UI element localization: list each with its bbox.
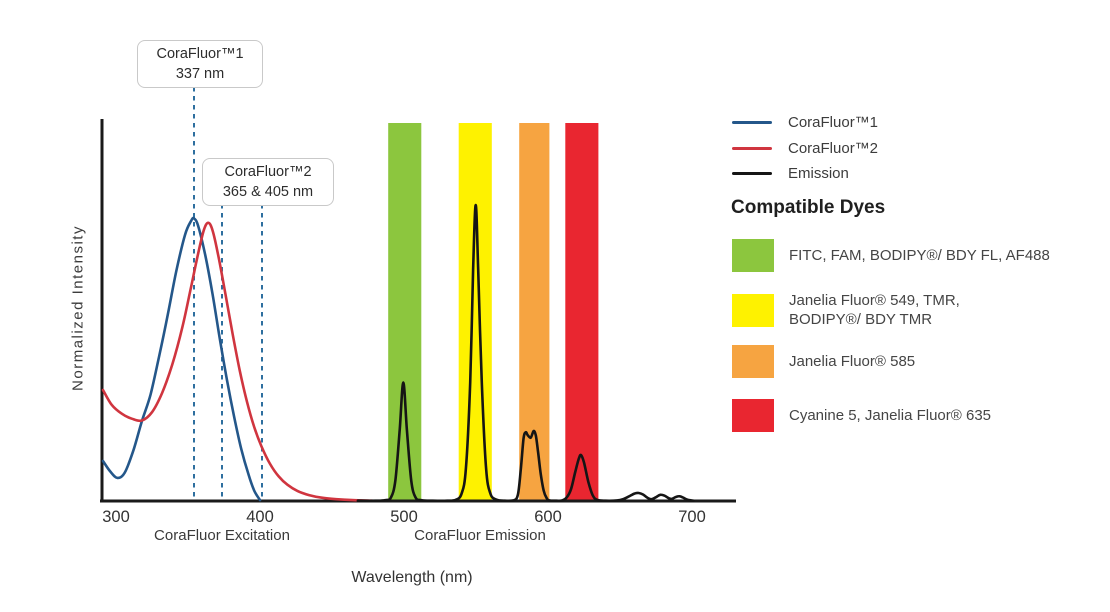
annotation-title: CoraFluor™1 [156,46,244,62]
series-path-2 [356,203,695,503]
legend-label: CoraFluor™1 [788,113,879,131]
x-tick-500: 500 [390,508,418,526]
dye-label: FITC, FAM, BODIPY®/ BDY FL, AF488 [789,247,1050,264]
dye-swatch-red [732,399,774,432]
annotation-title: CoraFluor™2 [224,164,312,180]
dye-swatch-green [732,239,774,272]
dye-swatch-yellow [732,293,774,327]
annotation-corafluor2: CoraFluor™2 365 & 405 nm [202,158,334,206]
legend-label: CoraFluor™2 [788,139,879,157]
emission-band [388,123,422,500]
series-path-0 [101,216,262,502]
dye-label: Cyanine 5, Janelia Fluor® 635 [789,407,992,424]
annotation-corafluor1: CoraFluor™1 337 nm [137,40,263,88]
x-tick-400: 400 [246,508,274,526]
legend-line-swatch [732,120,772,124]
legend-line-swatch [732,146,772,150]
dye-item-green: FITC, FAM, BODIPY®/ BDY FL, AF488 [732,239,1050,272]
dye-key-heading: Compatible Dyes [731,197,886,218]
annotation-detail: 337 nm [175,66,225,82]
dye-item-red: Cyanine 5, Janelia Fluor® 635 [732,399,991,432]
emission-region-label: CoraFluor Emission [414,527,546,544]
x-axis-label: Wavelength (nm) [351,569,473,586]
dye-swatch-orange [732,345,774,378]
emission-band [565,123,599,500]
legend-line-swatch [732,171,772,175]
dye-label: Janelia Fluor® 585 [789,353,916,370]
legend-label: Emission [788,164,849,182]
x-tick-700: 700 [678,508,706,526]
x-tick-600: 600 [534,508,562,526]
excitation-region-label: CoraFluor Excitation [154,527,290,544]
emission-band [458,123,492,500]
dye-item-yellow: Janelia Fluor® 549, TMR, BODIPY®/ BDY TM… [732,291,960,329]
legend-item-emission: Emission [732,164,849,182]
series-path-1 [101,221,374,502]
dye-label: Janelia Fluor® 549, TMR, BODIPY®/ BDY TM… [789,292,960,328]
y-axis-label: Normalized Intensity [69,225,87,391]
x-tick-300: 300 [102,508,130,526]
legend-item-corafluor2: CoraFluor™2 [732,139,878,157]
dye-item-orange: Janelia Fluor® 585 [732,345,915,378]
legend-item-corafluor1: CoraFluor™1 [732,113,878,131]
annotation-detail: 365 & 405 nm [222,184,314,200]
